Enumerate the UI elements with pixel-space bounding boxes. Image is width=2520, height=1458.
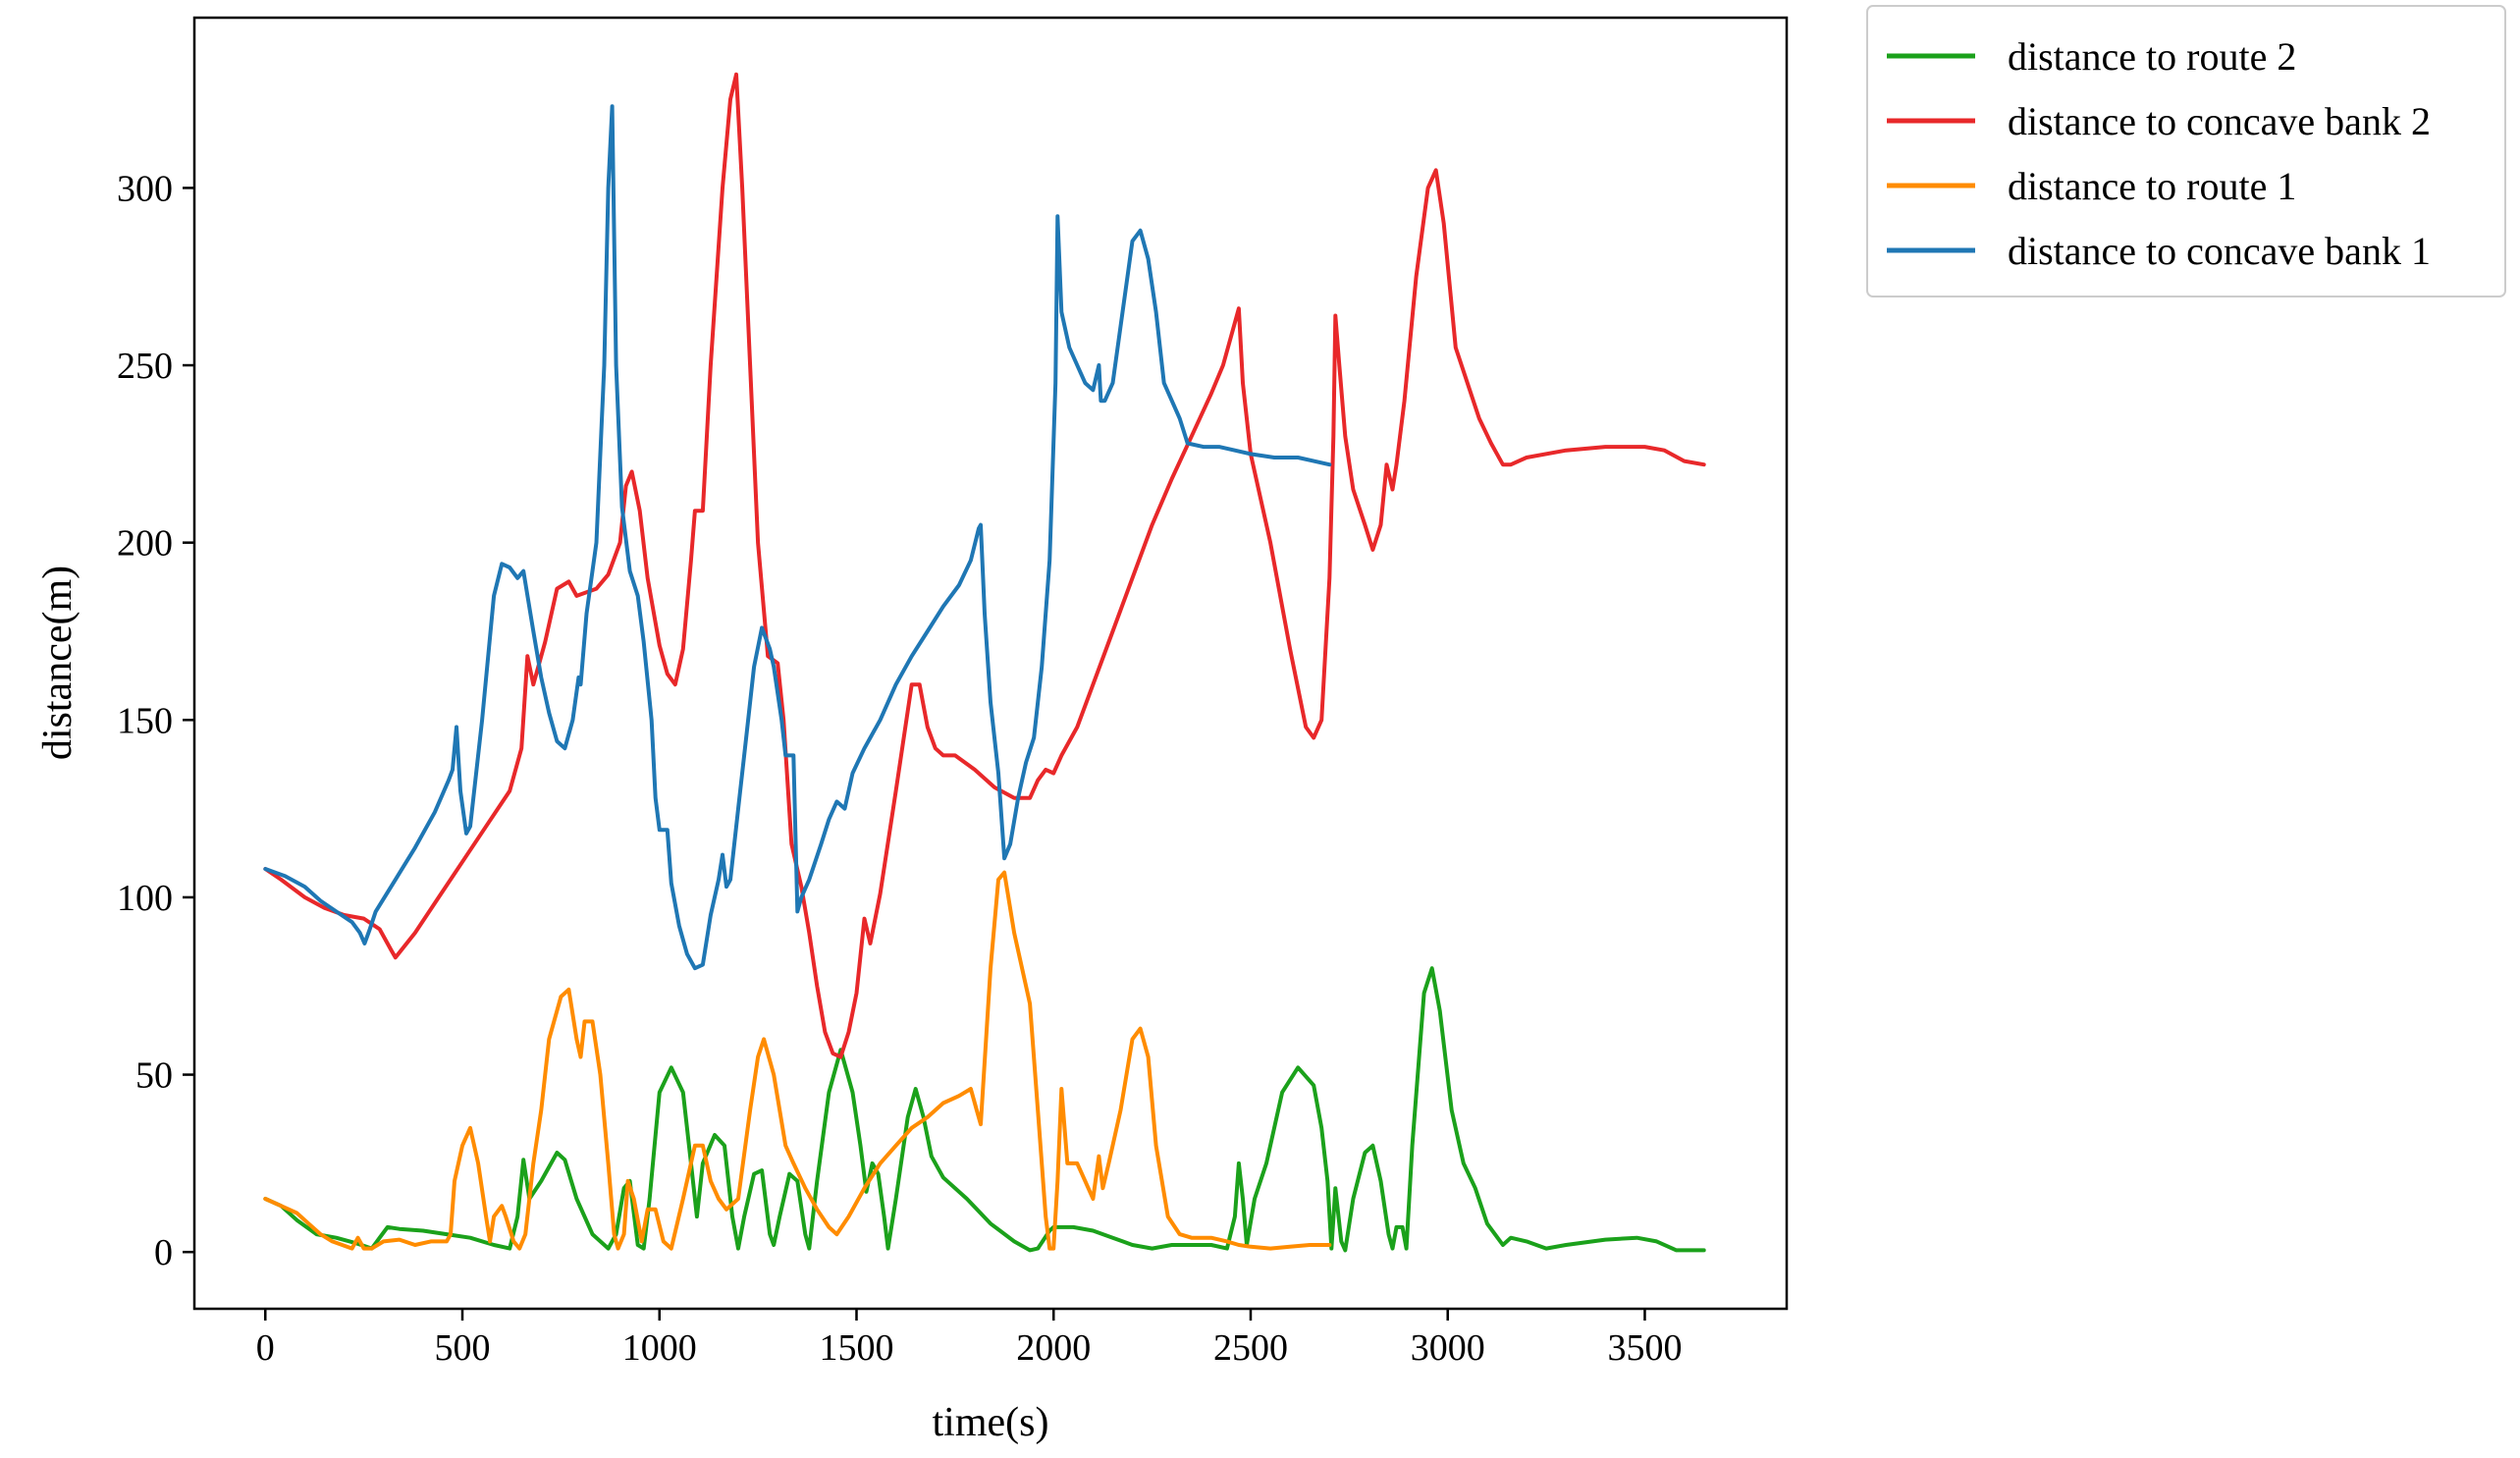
legend-label-2: distance to concave bank 2 <box>2008 99 2431 143</box>
plot-area <box>194 18 1787 1309</box>
legend-label-1: distance to route 2 <box>2008 34 2296 79</box>
x-tick-label: 3000 <box>1411 1327 1485 1369</box>
y-tick-label: 0 <box>154 1232 173 1273</box>
x-tick-label: 500 <box>435 1327 491 1369</box>
y-tick-label: 250 <box>117 346 173 387</box>
y-tick-label: 50 <box>135 1055 173 1097</box>
x-axis-ticks: 0 500 1000 1500 2000 2500 3000 3500 <box>256 1309 1682 1369</box>
series-line-1 <box>263 966 1706 1253</box>
series-line-4 <box>263 104 1332 971</box>
x-tick-label: 0 <box>256 1327 275 1369</box>
x-tick-label: 3500 <box>1607 1327 1682 1369</box>
y-tick-label: 100 <box>117 878 173 919</box>
legend-box <box>1866 5 2506 297</box>
y-tick-label: 300 <box>117 168 173 209</box>
series-layer <box>263 72 1706 1253</box>
x-tick-label: 2000 <box>1016 1327 1091 1369</box>
series-line-2 <box>263 72 1706 1059</box>
y-axis-label: distance(m) <box>35 566 80 760</box>
y-axis-ticks: 0 50 100 150 200 250 300 <box>117 168 194 1273</box>
x-tick-label: 1500 <box>819 1327 893 1369</box>
x-axis-label: time(s) <box>933 1400 1049 1445</box>
x-tick-label: 2500 <box>1213 1327 1288 1369</box>
legend-label-4: distance to concave bank 1 <box>2008 229 2431 273</box>
y-tick-label: 200 <box>117 523 173 565</box>
legend-label-3: distance to route 1 <box>2008 164 2296 208</box>
legend: distance to route 2 distance to concave b… <box>1866 5 2506 297</box>
y-tick-label: 150 <box>117 700 173 741</box>
series-line-3 <box>263 870 1332 1251</box>
x-tick-label: 1000 <box>622 1327 697 1369</box>
plot-frame <box>192 16 1789 1311</box>
